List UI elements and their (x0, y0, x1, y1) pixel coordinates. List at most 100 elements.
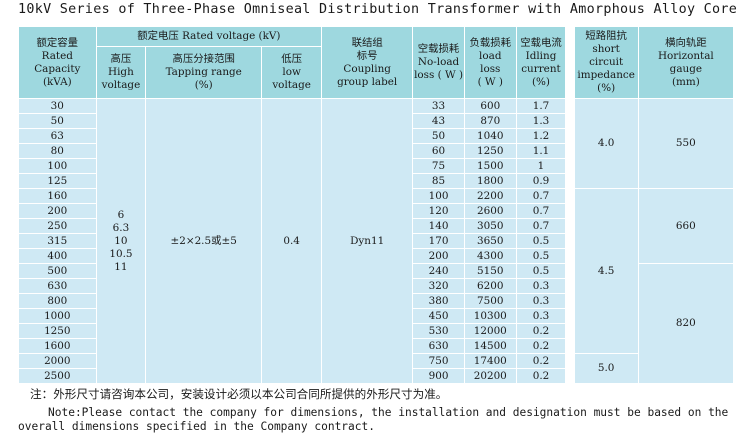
no-load-loss-cell: 750 (412, 353, 465, 369)
capacity-cell: 800 (18, 293, 97, 309)
idling-current-cell: 0.7 (515, 188, 567, 204)
impedance-cell: 5.0 (573, 353, 639, 384)
load-loss-cell: 1800 (463, 173, 517, 189)
capacity-cell: 250 (18, 218, 97, 234)
idling-current-cell: 0.3 (515, 308, 567, 324)
load-loss-cell: 600 (463, 98, 517, 114)
table-body: 30 6 6.3 10 10.5 11 ±2×2.5或±5 0.4 Dyn11 33 600… (18, 98, 735, 384)
load-loss-cell: 3050 (463, 218, 517, 234)
capacity-cell: 50 (18, 113, 97, 129)
header-tapping-range: 高压分接范围 Tapping range (%) (145, 46, 263, 99)
header-gauge: 横向轨距 Horizontal gauge (mm) (637, 26, 735, 99)
no-load-loss-cell: 630 (412, 338, 465, 354)
table-row: 630 320 6200 0.3 (18, 278, 734, 294)
table-row: 2000 750 17400 0.2 5.0 (18, 353, 734, 384)
idling-current-cell: 0.3 (515, 293, 567, 309)
idling-current-cell: 0.7 (515, 203, 567, 219)
high-voltage-cell: 6 6.3 10 10.5 11 (95, 98, 147, 384)
no-load-loss-cell: 85 (412, 173, 465, 189)
idling-current-cell: 0.5 (515, 233, 567, 249)
coupling-cell: Dyn11 (321, 98, 414, 384)
capacity-cell: 1000 (18, 308, 97, 324)
idling-current-cell: 0.9 (515, 173, 567, 189)
capacity-cell: 1600 (18, 338, 97, 354)
header-spacer (565, 26, 575, 99)
table-row: 100 75 1500 1 (18, 158, 734, 174)
table-row: 500 240 5150 0.5 820 (18, 263, 735, 384)
capacity-cell: 30 (18, 98, 97, 114)
load-loss-cell: 1040 (463, 128, 517, 144)
header-no-load-loss: 空载损耗 No-load loss ( W ) (412, 26, 465, 99)
no-load-loss-cell: 120 (412, 203, 465, 219)
impedance-cell: 4.0 (573, 98, 639, 189)
table-row: 800 380 7500 0.3 (18, 293, 734, 309)
header-capacity: 额定容量 Rated Capacity (kVA) (18, 26, 97, 99)
capacity-cell: 160 (18, 188, 97, 204)
load-loss-cell: 20200 (463, 368, 517, 384)
spacer-cell (565, 98, 575, 384)
load-loss-cell: 12000 (463, 323, 517, 339)
capacity-cell: 100 (18, 158, 97, 174)
no-load-loss-cell: 170 (412, 233, 465, 249)
table-row: 250 140 3050 0.7 (18, 218, 734, 234)
header-idling-current: 空载电流 Idling current (%) (515, 26, 567, 99)
idling-current-cell: 0.3 (515, 278, 567, 294)
idling-current-cell: 0.2 (515, 368, 567, 384)
header-coupling: 联结组 标号 Coupling group label (321, 26, 414, 99)
no-load-loss-cell: 450 (412, 308, 465, 324)
no-load-loss-cell: 240 (412, 263, 465, 279)
load-loss-cell: 1250 (463, 143, 517, 159)
load-loss-cell: 2600 (463, 203, 517, 219)
no-load-loss-cell: 320 (412, 278, 465, 294)
load-loss-cell: 3650 (463, 233, 517, 249)
no-load-loss-cell: 43 (412, 113, 465, 129)
header-rated-voltage: 额定电压 Rated voltage (kV) (95, 26, 323, 47)
idling-current-cell: 0.2 (515, 353, 567, 369)
load-loss-cell: 6200 (463, 278, 517, 294)
capacity-cell: 1250 (18, 323, 97, 339)
idling-current-cell: 1.7 (515, 98, 567, 114)
load-loss-cell: 10300 (463, 308, 517, 324)
no-load-loss-cell: 530 (412, 323, 465, 339)
table-row: 125 85 1800 0.9 (18, 173, 734, 189)
impedance-cell: 4.5 (573, 188, 639, 354)
low-voltage-cell: 0.4 (261, 98, 323, 384)
note-english-line1: Note:Please contact the company for dime… (48, 406, 729, 419)
idling-current-cell: 1.3 (515, 113, 567, 129)
capacity-cell: 500 (18, 263, 97, 279)
load-loss-cell: 2200 (463, 188, 517, 204)
table-row: 1000 450 10300 0.3 (18, 308, 734, 324)
gauge-cell: 660 (637, 188, 735, 264)
table-row: 315 170 3650 0.5 (18, 233, 734, 249)
no-load-loss-cell: 200 (412, 248, 465, 264)
no-load-loss-cell: 380 (412, 293, 465, 309)
table-row: 80 60 1250 1.1 (18, 143, 734, 159)
table-row: 50 43 870 1.3 (18, 113, 734, 129)
capacity-cell: 2000 (18, 353, 97, 369)
gauge-cell: 820 (637, 263, 735, 384)
document-title: 10kV Series of Three-Phase Omniseal Dist… (18, 2, 738, 17)
no-load-loss-cell: 140 (412, 218, 465, 234)
capacity-cell: 315 (18, 233, 97, 249)
note-chinese: 注：外形尺寸请咨询本公司，安装设计必须以本公司合同所提供的外形尺寸为准。 (30, 387, 448, 401)
capacity-cell: 125 (18, 173, 97, 189)
load-loss-cell: 1500 (463, 158, 517, 174)
table-row: 160 100 2200 0.7 4.5 660 (18, 188, 735, 354)
table-row: 1600 630 14500 0.2 (18, 338, 734, 354)
transformer-spec-table: 额定容量 Rated Capacity (kVA) 额定电压 Rated vol… (18, 26, 735, 384)
idling-current-cell: 0.5 (515, 248, 567, 264)
idling-current-cell: 1.1 (515, 143, 567, 159)
no-load-loss-cell: 33 (412, 98, 465, 114)
idling-current-cell: 0.2 (515, 338, 567, 354)
header-load-loss: 负载损耗 load loss ( W ) (463, 26, 517, 99)
idling-current-cell: 1.2 (515, 128, 567, 144)
no-load-loss-cell: 75 (412, 158, 465, 174)
tapping-range-cell: ±2×2.5或±5 (145, 98, 263, 384)
load-loss-cell: 14500 (463, 338, 517, 354)
gauge-cell: 550 (637, 98, 735, 189)
idling-current-cell: 0.7 (515, 218, 567, 234)
no-load-loss-cell: 50 (412, 128, 465, 144)
capacity-cell: 80 (18, 143, 97, 159)
no-load-loss-cell: 100 (412, 188, 465, 204)
capacity-cell: 630 (18, 278, 97, 294)
